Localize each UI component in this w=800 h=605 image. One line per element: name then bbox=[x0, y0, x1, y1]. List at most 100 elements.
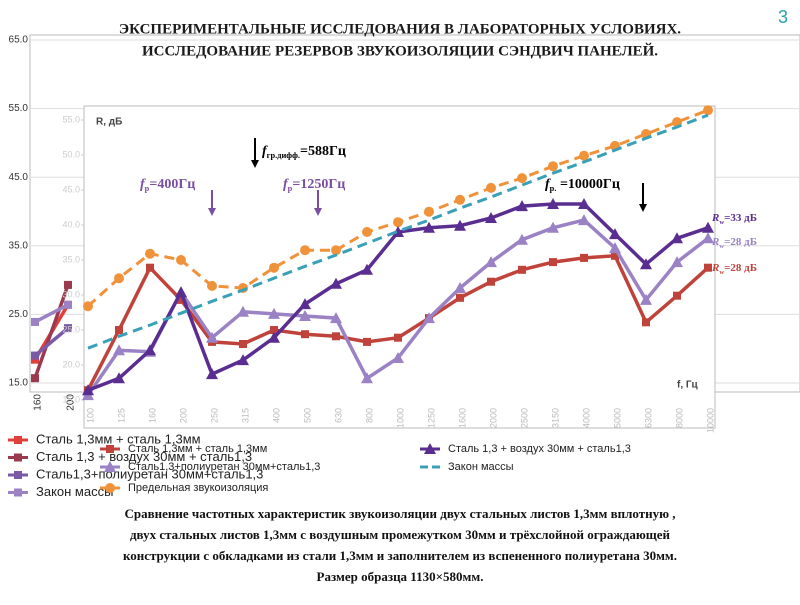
caption: Размер образца 1130×580мм. bbox=[317, 569, 484, 584]
marker bbox=[270, 326, 278, 334]
annotation-symbol: R bbox=[711, 212, 719, 224]
annotation-text: =28 дБ bbox=[724, 236, 757, 248]
marker bbox=[549, 258, 557, 267]
annotation-text: =1250Гц bbox=[292, 177, 345, 192]
x-tick-label: 2000 bbox=[488, 408, 498, 428]
marker bbox=[268, 331, 280, 343]
marker bbox=[146, 263, 154, 272]
y-tick-label: 55.0 bbox=[9, 103, 29, 114]
marker bbox=[579, 150, 589, 161]
annotation-text: =33 дБ bbox=[724, 212, 757, 224]
arrow-head bbox=[639, 204, 647, 212]
legend-label: Сталь1,3+полиуретан 30мм+сталь1,3 bbox=[128, 461, 320, 473]
slide-title: ИССЛЕДОВАНИЕ РЕЗЕРВОВ ЗВУКОИЗОЛЯЦИИ СЭНД… bbox=[142, 42, 658, 59]
marker bbox=[207, 280, 217, 291]
marker bbox=[671, 232, 683, 244]
marker bbox=[363, 337, 371, 346]
marker bbox=[609, 228, 621, 240]
marker bbox=[206, 331, 218, 343]
marker bbox=[578, 214, 590, 226]
x-tick-label: 200 bbox=[178, 408, 188, 423]
marker bbox=[424, 206, 434, 217]
legend-label: Закон массы bbox=[36, 484, 113, 499]
annotation: Rw=28 дБ bbox=[711, 236, 757, 250]
series-line bbox=[33, 326, 70, 357]
marker bbox=[423, 221, 435, 233]
series-line bbox=[87, 113, 709, 350]
y-tick-label: 50.0 bbox=[62, 149, 80, 159]
series-line bbox=[34, 303, 69, 324]
marker bbox=[105, 483, 115, 493]
annotation-text: =400Гц bbox=[149, 177, 195, 192]
marker bbox=[703, 105, 713, 116]
marker bbox=[578, 198, 590, 209]
marker bbox=[239, 340, 247, 348]
marker bbox=[702, 221, 714, 233]
marker bbox=[516, 200, 528, 212]
marker bbox=[299, 298, 311, 310]
legend-label: Сталь 1,3 + воздух 30мм + сталь1,3 bbox=[36, 449, 252, 464]
x-tick-label: 3150 bbox=[550, 408, 560, 428]
annotation-text: =28 дБ bbox=[724, 262, 757, 274]
y-tick-label: 65.0 bbox=[9, 35, 29, 46]
marker bbox=[268, 307, 280, 319]
annotation: Rw=28 дБ bbox=[711, 262, 757, 276]
x-tick-label: 2500 bbox=[519, 408, 529, 428]
marker bbox=[64, 300, 72, 309]
marker bbox=[237, 354, 249, 366]
annotation-symbol: f bbox=[262, 144, 268, 159]
annotation-symbol: R bbox=[711, 236, 719, 248]
marker bbox=[176, 255, 186, 265]
x-tick-label: 1250 bbox=[426, 408, 436, 428]
slide-title: ЭКСПЕРИМЕНТАЛЬНЫЕ ИССЛЕДОВАНИЯ В ЛАБОРАТ… bbox=[119, 21, 681, 37]
marker bbox=[113, 372, 125, 384]
legend-label: Сталь 1,3 + воздух 30мм + сталь1,3 bbox=[448, 443, 631, 455]
annotation-symbol: f bbox=[545, 177, 551, 192]
legend-label: Сталь 1,3мм + сталь 1,3мм bbox=[128, 443, 267, 455]
marker bbox=[330, 277, 342, 289]
x-tick-label: 315 bbox=[240, 408, 250, 423]
arrow-head bbox=[251, 160, 259, 168]
marker bbox=[237, 305, 249, 317]
marker bbox=[392, 226, 404, 237]
annotation-symbol: f bbox=[283, 177, 289, 192]
marker bbox=[454, 282, 466, 293]
caption: конструкции с обкладками из стали 1,3мм … bbox=[123, 548, 677, 563]
y-tick-label: 45.0 bbox=[9, 172, 29, 183]
y-tick-label: 35.0 bbox=[62, 254, 80, 264]
annotation-subscript: р. bbox=[550, 184, 557, 193]
x-axis-label: f, Гц bbox=[677, 380, 699, 391]
marker bbox=[115, 326, 123, 334]
y-tick-label: 45.0 bbox=[62, 184, 80, 194]
marker bbox=[177, 295, 185, 304]
marker bbox=[64, 280, 72, 289]
marker bbox=[485, 256, 497, 268]
annotation: fр=1250Гц bbox=[283, 177, 345, 193]
annotation: fр=400Гц bbox=[140, 177, 195, 193]
annotation-subscript: w bbox=[719, 269, 724, 276]
marker bbox=[704, 263, 712, 272]
marker bbox=[548, 161, 558, 172]
marker bbox=[517, 173, 527, 184]
x-tick-label: 10000 bbox=[705, 408, 715, 433]
marker bbox=[31, 317, 39, 326]
series-line bbox=[33, 284, 70, 379]
marker bbox=[31, 351, 39, 360]
marker bbox=[485, 212, 497, 223]
y-tick-label: 55.0 bbox=[62, 114, 80, 124]
marker bbox=[300, 245, 310, 256]
annotation-subscript: р bbox=[288, 184, 293, 193]
marker bbox=[83, 301, 93, 312]
marker bbox=[640, 258, 652, 270]
annotation-symbol: R bbox=[711, 262, 719, 274]
x-tick-label: 4000 bbox=[581, 408, 591, 428]
marker bbox=[516, 233, 528, 245]
marker bbox=[299, 310, 311, 321]
marker bbox=[640, 293, 652, 305]
caption: двух стальных листов 1,3мм с воздушным п… bbox=[130, 527, 671, 542]
plot-area bbox=[83, 105, 716, 429]
x-tick-label: 800 bbox=[364, 408, 374, 423]
marker bbox=[456, 293, 464, 302]
marker bbox=[330, 312, 342, 324]
annotation-text: =588Гц bbox=[300, 144, 346, 159]
